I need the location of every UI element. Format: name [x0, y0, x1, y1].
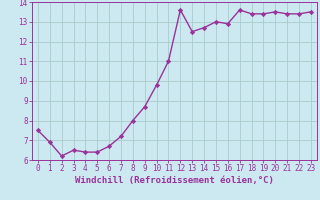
X-axis label: Windchill (Refroidissement éolien,°C): Windchill (Refroidissement éolien,°C) — [75, 176, 274, 185]
